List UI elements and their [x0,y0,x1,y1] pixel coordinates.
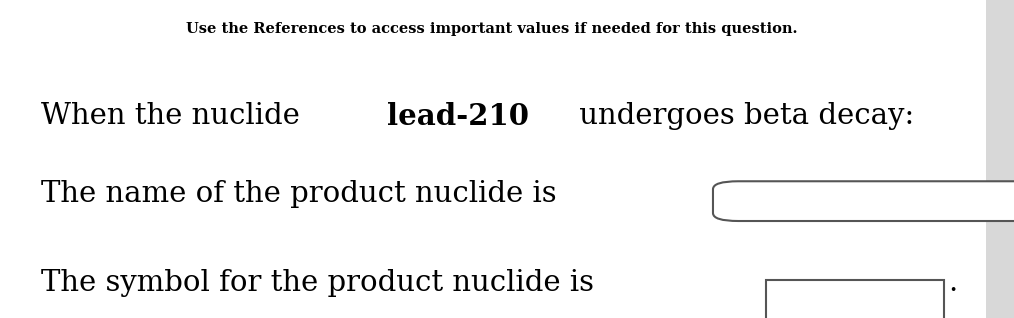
Text: When the nuclide: When the nuclide [41,102,308,130]
FancyBboxPatch shape [713,181,1014,221]
Text: The symbol for the product nuclide is: The symbol for the product nuclide is [41,269,593,297]
Text: lead-210: lead-210 [386,102,528,131]
Bar [767,280,944,318]
Text: .: . [948,269,957,297]
Text: Use the References to access important values if needed for this question.: Use the References to access important v… [186,22,798,36]
Text: undergoes beta decay:: undergoes beta decay: [570,102,914,130]
Text: The name of the product nuclide is: The name of the product nuclide is [41,180,557,208]
Bar [986,0,1014,318]
